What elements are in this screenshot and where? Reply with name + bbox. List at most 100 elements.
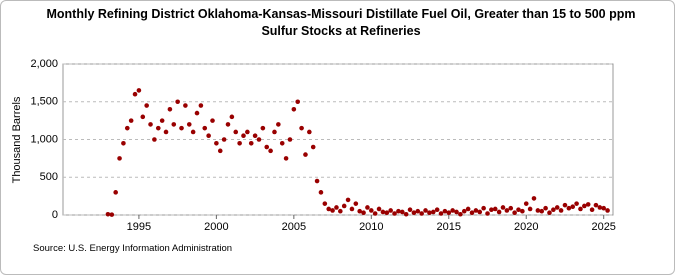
data-point [341,203,347,209]
data-point [303,152,308,157]
y-tick-label: 1,500 [30,96,58,108]
data-point [152,137,157,142]
x-tick-label: 2025 [591,221,615,233]
data-point [582,203,587,209]
data-point [578,206,583,212]
y-tick-label: 2,000 [30,58,58,70]
data-point [279,140,285,146]
data-point [132,91,138,97]
data-point [245,129,250,135]
data-point [214,140,219,146]
data-point [450,208,455,213]
data-point [539,208,545,214]
data-point [442,208,448,214]
data-point [314,178,320,184]
data-point [423,208,428,213]
data-point [527,206,533,212]
data-point [597,205,603,210]
data-point [345,197,351,203]
data-point [121,140,126,146]
data-point [403,211,409,217]
data-point [566,205,572,211]
data-point [512,210,517,216]
x-tick-label: 2015 [437,221,461,233]
data-point [264,144,270,150]
data-point [562,202,568,208]
data-point [454,209,459,215]
data-point [338,208,343,214]
data-point [585,202,591,207]
data-point [256,137,262,142]
x-tick-label: 2020 [514,221,538,233]
data-point [144,103,149,108]
data-point [492,206,498,212]
data-point [179,125,184,131]
data-point [446,210,452,216]
data-point [430,209,436,215]
data-point [570,204,576,209]
data-point [113,190,118,195]
data-point [458,211,463,217]
data-point [407,207,413,213]
data-point [554,205,560,210]
data-point [434,207,440,213]
data-point [589,207,595,213]
data-point [310,144,316,150]
data-point [558,208,564,213]
data-point [334,205,339,210]
data-point [183,103,188,108]
data-point [547,210,552,216]
data-point [237,140,242,146]
data-point [202,125,208,131]
x-tick-label: 2000 [204,221,228,233]
data-point [330,208,335,213]
data-point [175,99,180,105]
data-point [535,208,541,213]
data-point [167,107,173,112]
data-point [376,206,382,212]
data-point [326,206,332,212]
data-point [399,209,405,215]
y-tick-label: 0 [52,209,58,221]
data-point [322,201,328,206]
data-point [365,205,370,210]
data-point [210,118,215,123]
data-point [384,210,390,216]
data-point [276,122,281,127]
data-point [531,196,537,201]
data-point [229,114,235,120]
x-tick-label: 1995 [127,221,151,233]
data-point [388,208,393,213]
data-point [357,208,362,214]
data-point [233,129,239,135]
data-point [551,207,556,213]
data-point [605,208,610,213]
data-point [477,209,483,215]
data-point [473,208,479,213]
data-point [225,122,231,127]
data-point [419,211,424,216]
data-point [206,133,211,139]
data-point [198,103,204,108]
data-point [438,211,444,216]
data-point [252,133,258,139]
data-point [500,205,506,210]
data-point [523,201,529,206]
x-tick-label: 2005 [282,221,306,233]
data-point [148,122,153,127]
data-point [415,208,421,214]
data-point [481,205,486,211]
data-point [372,211,378,216]
plot-frame [62,63,614,216]
data-point [411,210,417,216]
data-point [469,210,475,216]
y-tick-label: 500 [40,171,58,183]
data-point [117,156,122,161]
data-point [171,122,177,127]
data-point [516,207,521,213]
y-axis-label: Thousand Barrels [11,96,23,183]
data-point [353,201,359,206]
data-point [128,118,134,123]
